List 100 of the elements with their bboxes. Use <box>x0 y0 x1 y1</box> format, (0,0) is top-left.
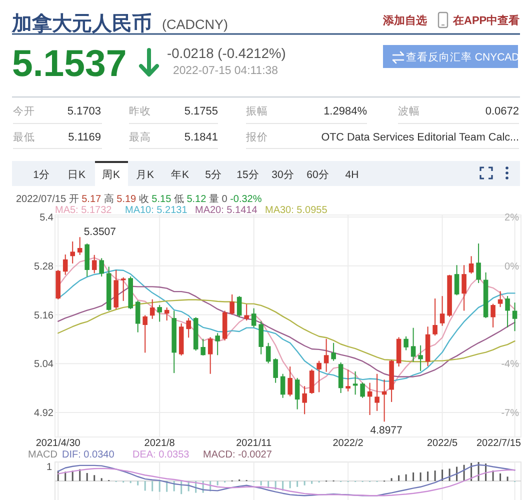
text: MA10: 5.2131 <box>125 205 188 216</box>
text: 2022/07/15 开 5.17 高 5.19 收 5.15 低 5.12 量 0 -0.32% <box>16 194 262 205</box>
y-tick-label: 4.92 <box>34 408 54 420</box>
candlestick <box>418 344 423 372</box>
text: 4H <box>345 169 359 181</box>
text: 5分 <box>205 169 222 181</box>
candlestick <box>244 304 249 321</box>
annotation: 5.3507 <box>84 226 116 238</box>
candlestick <box>505 296 510 328</box>
candlestick <box>99 258 104 278</box>
text: 日K <box>67 169 86 181</box>
text: 1 <box>46 462 52 473</box>
y-tick-label: 5.28 <box>34 261 54 272</box>
text: 最低 <box>13 132 35 144</box>
text: 2022-07-15 04:11:38 <box>173 65 278 77</box>
candlestick <box>294 377 300 410</box>
candlestick <box>498 290 503 308</box>
y-tick-label: 5.4 <box>40 212 54 224</box>
candlestick <box>230 294 234 316</box>
text: MA30: 5.0955 <box>265 205 328 216</box>
y2-tick-label: -7% <box>501 408 520 420</box>
text: 30分 <box>272 169 294 181</box>
candlestick <box>150 298 155 320</box>
candlestick <box>92 254 97 274</box>
candlestick <box>352 370 358 396</box>
y-tick-label: 5.16 <box>34 310 54 322</box>
x-tick-label: 2021/4/30 <box>36 438 81 449</box>
text: 5.1755 <box>184 106 218 118</box>
candlestick <box>236 296 242 318</box>
candlestick <box>440 296 445 326</box>
candlestick <box>62 254 68 276</box>
series-label: DEA: 0.0353 <box>132 450 190 460</box>
candlestick <box>324 338 329 372</box>
text: 5.1537 <box>12 42 127 84</box>
candlestick <box>266 342 271 364</box>
text: 波幅 <box>398 104 420 118</box>
x-tick-label: 2022/2 <box>332 438 364 449</box>
text: 今开 <box>13 106 35 118</box>
candlestick <box>374 373 380 412</box>
text: 年K <box>170 169 190 181</box>
text: 振幅 <box>246 106 268 118</box>
x-tick-label: 2022/7/15 <box>476 438 522 449</box>
candlestick <box>215 332 220 356</box>
candlestick <box>512 302 518 332</box>
candlestick <box>273 358 278 384</box>
candlestick <box>135 300 140 333</box>
text: MACD: -0.0027 <box>203 450 272 460</box>
chart-title: MACD <box>28 450 58 460</box>
y2-tick-label: -4% <box>501 359 520 370</box>
text: 添加自选 <box>382 14 427 27</box>
candlestick <box>360 382 365 398</box>
candlestick <box>186 318 191 338</box>
candlestick <box>258 320 264 355</box>
candlestick <box>208 336 213 374</box>
candlestick <box>77 236 82 256</box>
candlestick <box>142 314 148 354</box>
text: 0.0672 <box>485 106 519 118</box>
text: 5.1841 <box>184 132 218 144</box>
candlestick <box>288 366 292 397</box>
text: 最高 <box>129 130 151 144</box>
candlestick <box>251 308 256 328</box>
candlestick <box>432 298 438 336</box>
candlestick <box>164 306 170 321</box>
text: MA5: 5.1732 <box>55 205 112 216</box>
x-tick-label: 2021/8 <box>144 438 176 449</box>
candlestick <box>476 243 481 284</box>
candlestick <box>157 304 162 322</box>
text: 报价 <box>245 132 268 144</box>
text: MA20: 5.1414 <box>195 205 258 216</box>
y-tick-label: 5.04 <box>34 359 54 370</box>
x-tick-label: 2022/5 <box>427 438 458 449</box>
candlestick <box>490 303 496 328</box>
text: 周K <box>102 169 120 181</box>
candlestick <box>346 369 350 392</box>
candlestick <box>302 386 307 415</box>
text: 15分 <box>236 169 260 181</box>
y2-tick-label: 2% <box>504 212 520 224</box>
candlestick <box>280 373 286 398</box>
text: OTC Data Services Editorial Team Calc... <box>321 132 519 144</box>
text: 月K <box>136 169 154 181</box>
candlestick <box>404 336 408 351</box>
text: 查看反向汇率 CNYCAD <box>406 50 520 64</box>
text: 1分 <box>33 169 50 181</box>
text: -0.0218 (-0.4212%) <box>167 46 286 61</box>
y2-tick-label: 0% <box>504 261 520 272</box>
text: 昨收 <box>129 106 151 118</box>
candlestick <box>200 338 206 356</box>
candlestick <box>462 264 466 312</box>
chart-subtitle: (CADCNY) <box>162 17 228 32</box>
candlestick <box>316 360 322 393</box>
candlestick <box>331 342 336 362</box>
candlestick <box>454 264 460 296</box>
series-label: DIF: 0.0340 <box>62 450 115 460</box>
annotation: 4.8977 <box>370 424 403 436</box>
candlestick <box>309 368 314 394</box>
text: 1.2984% <box>324 106 368 118</box>
text: 5.1169 <box>68 132 101 144</box>
candlestick <box>70 240 75 264</box>
text: 5.1703 <box>67 106 101 118</box>
text: 60分 <box>306 169 330 181</box>
